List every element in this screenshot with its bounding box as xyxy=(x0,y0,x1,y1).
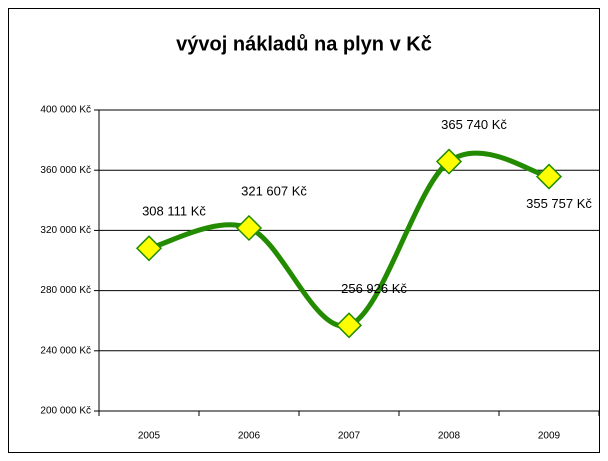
x-tick-label: 2008 xyxy=(438,431,461,442)
data-label: 308 111 Kč xyxy=(142,204,206,219)
marker xyxy=(335,312,363,339)
marker xyxy=(235,214,263,242)
y-tick-label: 200 000 Kč xyxy=(40,406,91,417)
data-label: 355 757 Kč xyxy=(526,196,592,211)
y-tick-label: 280 000 Kč xyxy=(40,285,91,296)
y-tick-label: 360 000 Kč xyxy=(40,165,91,176)
marker xyxy=(435,148,463,175)
y-tick-label: 320 000 Kč xyxy=(40,225,91,236)
data-label: 256 926 Kč xyxy=(341,281,407,296)
marker xyxy=(535,163,563,190)
data-label: 321 607 Kč xyxy=(241,183,307,198)
x-tick-label: 2005 xyxy=(138,431,161,442)
y-tick-label: 400 000 Kč xyxy=(40,105,91,116)
x-tick-label: 2009 xyxy=(538,431,561,442)
y-tick-label: 240 000 Kč xyxy=(40,345,91,356)
x-tick-label: 2006 xyxy=(238,431,261,442)
data-label: 365 740 Kč xyxy=(441,117,507,132)
chart-title: vývoj nákladů na plyn v Kč xyxy=(176,33,432,55)
x-tick-label: 2007 xyxy=(338,431,361,442)
marker xyxy=(135,235,163,262)
